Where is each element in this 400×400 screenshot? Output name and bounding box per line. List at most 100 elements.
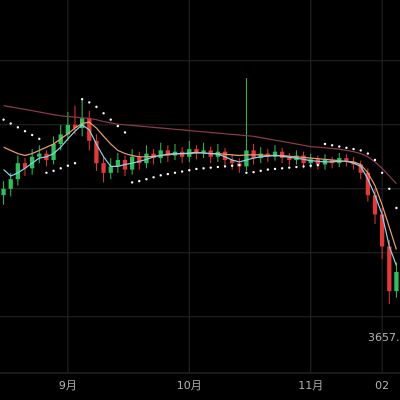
candle-body	[115, 160, 120, 167]
sar-dot	[30, 133, 34, 137]
sar-dot	[188, 169, 191, 172]
sar-dot	[116, 124, 120, 128]
x-tick-label: 11月	[298, 379, 323, 392]
candle-body	[101, 163, 106, 173]
sar-dot	[373, 158, 377, 162]
sar-dot	[330, 144, 334, 147]
candle-body	[72, 124, 78, 128]
sar-dot	[66, 164, 70, 167]
candle-body	[15, 163, 20, 180]
sar-dot	[280, 167, 284, 170]
sar-dot	[59, 167, 62, 170]
sar-dot	[309, 164, 312, 167]
candle-body	[222, 151, 228, 160]
candle-body	[65, 124, 70, 135]
sar-dot	[295, 165, 298, 169]
candle-body	[144, 153, 149, 164]
sar-dot	[138, 179, 141, 183]
sar-dot	[88, 101, 91, 104]
candle-body	[165, 150, 170, 156]
sar-dot	[209, 166, 212, 169]
candle-body	[308, 159, 313, 164]
sar-dot	[102, 112, 105, 115]
sar-dot	[16, 126, 20, 129]
sar-dot	[352, 147, 355, 151]
sar-dot	[359, 149, 362, 152]
sar-dot	[166, 172, 170, 176]
candle-body	[387, 246, 392, 292]
candle-body	[37, 153, 42, 157]
candle-body	[158, 150, 163, 159]
sar-dot	[180, 170, 184, 173]
candle-body	[108, 166, 113, 173]
sar-dot	[38, 137, 41, 141]
sar-dot	[2, 118, 5, 121]
sar-dot	[152, 176, 155, 179]
candle-body	[251, 150, 256, 159]
sar-dot	[95, 105, 98, 109]
price-label: 3657.	[368, 331, 400, 344]
indicator-line	[3, 124, 397, 266]
x-tick-label: 02	[375, 379, 389, 392]
candle-body	[365, 172, 370, 196]
sar-dot	[9, 122, 12, 125]
candle-body	[1, 188, 6, 196]
sar-dot	[380, 171, 384, 174]
sar-dot	[159, 174, 162, 177]
candle-body	[94, 140, 99, 164]
x-tick-label: 10月	[177, 379, 202, 392]
sar-dot	[45, 171, 48, 174]
sar-dot	[109, 118, 112, 121]
candle-body	[201, 150, 206, 154]
sar-dot	[123, 131, 127, 134]
candle-body	[194, 149, 199, 154]
candle-body	[287, 158, 292, 160]
sar-dot	[223, 165, 227, 168]
x-tick-label: 9月	[59, 379, 77, 392]
sar-dot	[145, 178, 148, 181]
sar-dot	[245, 171, 248, 174]
sar-dot	[259, 169, 262, 173]
sar-dot	[202, 167, 205, 170]
sar-dot	[338, 145, 341, 148]
candle-body	[137, 156, 142, 164]
candle-body	[344, 158, 349, 162]
sar-dot	[395, 206, 398, 210]
candle-body	[272, 151, 278, 157]
sar-dot	[388, 187, 391, 190]
sar-dot	[238, 163, 241, 167]
sar-dot	[52, 169, 55, 173]
sar-dot	[288, 166, 291, 169]
sar-dot	[130, 181, 134, 184]
candle-body	[380, 214, 385, 247]
sar-dot	[266, 168, 270, 171]
sar-dot	[230, 164, 234, 167]
candle-body	[8, 179, 13, 189]
candle-body	[258, 153, 263, 159]
sar-dot	[323, 142, 327, 146]
sar-dot	[23, 130, 27, 133]
candle-body	[22, 163, 28, 169]
candle-body	[358, 164, 363, 173]
sar-dot	[273, 167, 277, 171]
candle-body	[230, 160, 235, 164]
sar-dot	[80, 98, 84, 101]
sar-dot	[195, 167, 198, 171]
candle-body	[315, 159, 320, 165]
sar-dot	[366, 152, 370, 155]
sar-dot	[73, 162, 77, 165]
candle-body	[51, 144, 56, 160]
candle-body	[394, 272, 399, 292]
sar-dot	[316, 163, 320, 167]
candle-body	[244, 150, 249, 167]
sar-dot	[345, 146, 348, 150]
candle-body	[280, 151, 285, 159]
indicator-line	[3, 105, 397, 185]
sar-dot	[216, 165, 220, 169]
sar-dot	[302, 165, 305, 168]
candle-body	[372, 195, 378, 215]
sar-dot	[252, 170, 255, 174]
